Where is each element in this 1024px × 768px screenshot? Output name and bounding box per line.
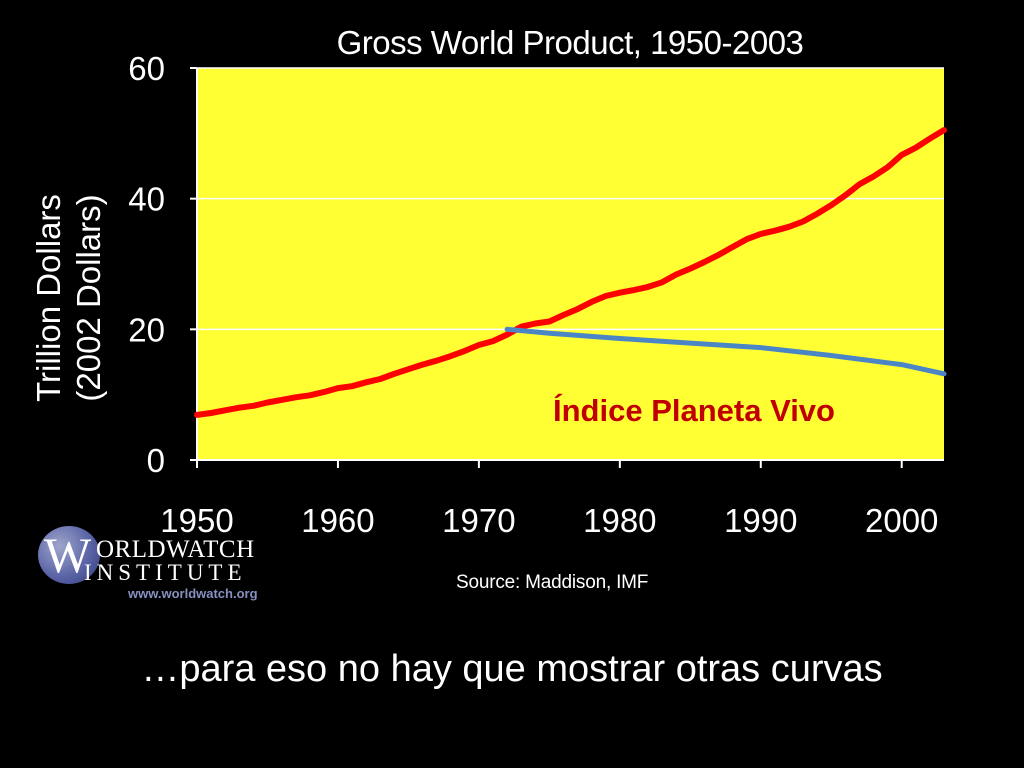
y-tick-label: 0	[147, 442, 165, 479]
y-tick-label: 20	[128, 311, 165, 348]
logo-globe-icon	[38, 526, 100, 584]
x-tick-label: 1970	[442, 502, 515, 539]
logo-url: www.worldwatch.org	[128, 586, 258, 601]
series-line-living-planet	[504, 326, 947, 377]
slide-caption: …para eso no hay que mostrar otras curva…	[141, 648, 883, 690]
source-note: Source: Maddison, IMF	[456, 572, 649, 593]
x-tick-label: 2000	[865, 502, 938, 539]
y-tick-label: 40	[128, 181, 165, 218]
logo-line2: INSTITUTE	[84, 560, 247, 585]
y-axis-label: Trillion Dollars(2002 Dollars)	[30, 194, 107, 402]
chart: 0 20 40 60 1950 1960 1970 1980 1990 2000 Trillion …	[30, 50, 947, 539]
logo-line1: ORLDWATCH	[96, 536, 255, 563]
x-tick-label: 1950	[160, 502, 233, 539]
y-axis-label-line1: Trillion Dollars	[30, 194, 67, 402]
logo-w-glyph: W	[44, 527, 92, 583]
x-tick-label: 1980	[583, 502, 656, 539]
x-tick-label: 1990	[724, 502, 797, 539]
x-tick-label: 1960	[301, 502, 374, 539]
worldwatch-logo: W ORLDWATCH INSTITUTE www.worldwatch.org	[38, 524, 278, 604]
series-label-living-planet: Índice Planeta Vivo	[553, 393, 835, 428]
chart-title: Gross World Product, 1950-2003	[336, 24, 804, 61]
y-tick-label: 60	[128, 50, 165, 87]
y-axis-label-line2: (2002 Dollars)	[70, 194, 107, 401]
series-line-gwp	[194, 127, 947, 418]
